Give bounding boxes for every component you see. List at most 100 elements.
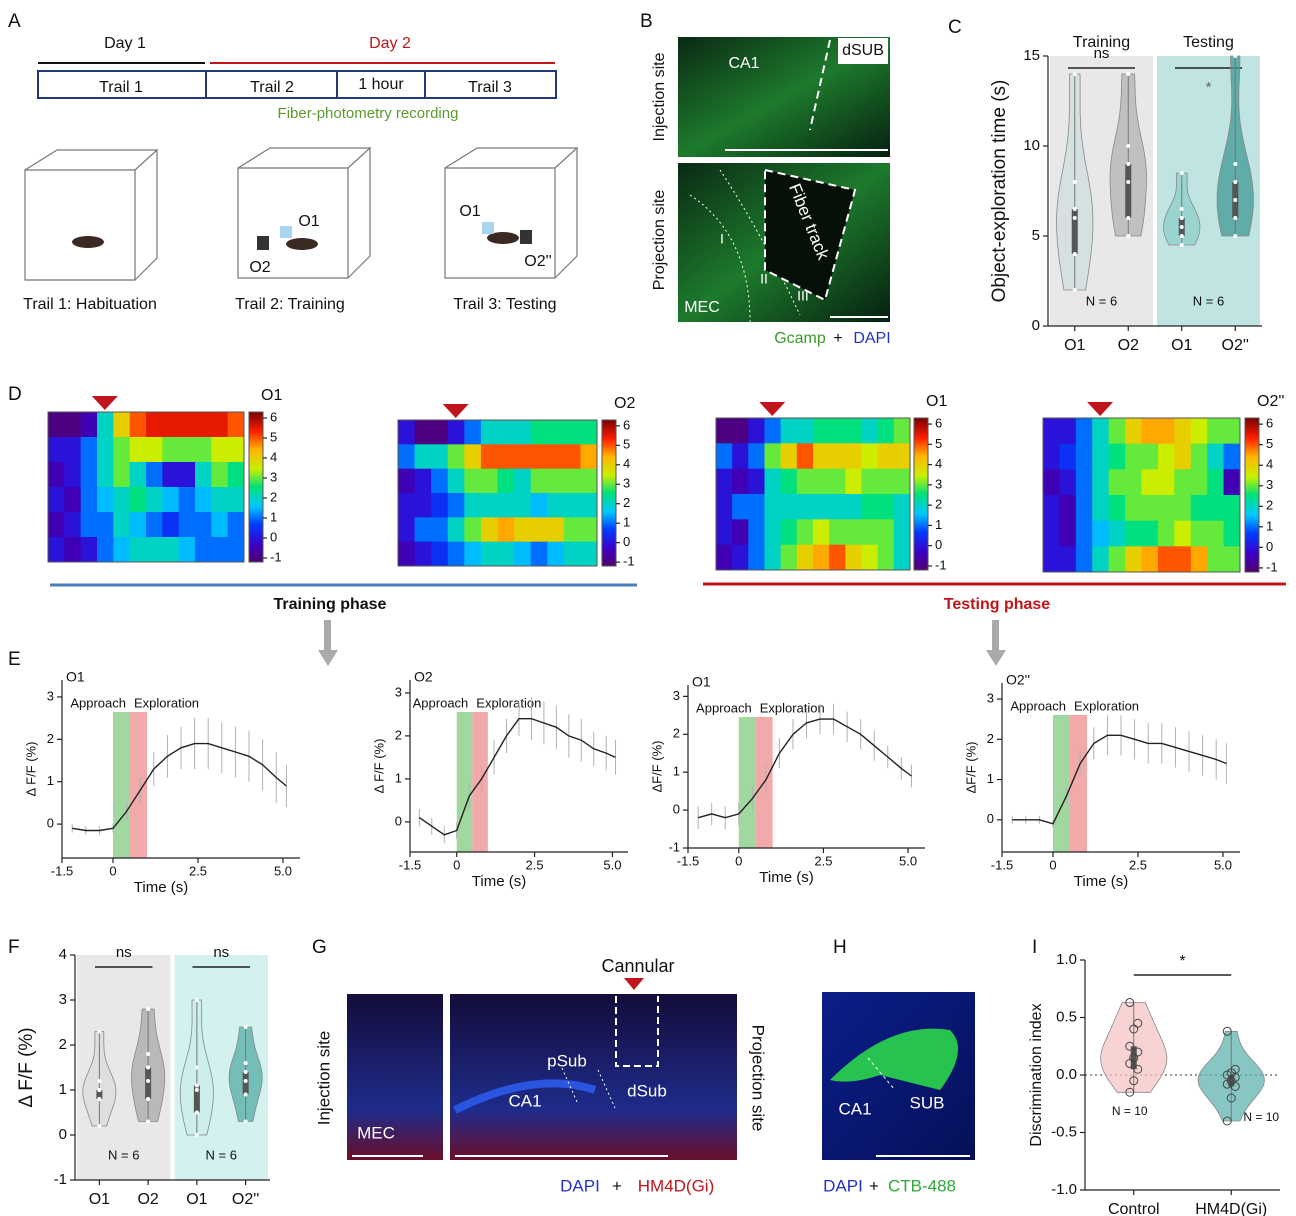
colorbar-tick-label: 0	[270, 529, 277, 544]
phase-band	[1053, 715, 1070, 852]
y-tick-label: 1	[673, 764, 680, 779]
heat-cell	[514, 541, 532, 567]
heat-cell	[178, 487, 196, 513]
heat-cell	[813, 519, 830, 546]
heat-cell	[764, 494, 782, 520]
x-tick-label: -1.5	[677, 853, 699, 868]
data-point	[1179, 243, 1184, 247]
y-tick-label: 2	[987, 731, 994, 746]
panel-label: I	[1032, 937, 1037, 958]
data-point	[1126, 144, 1131, 148]
y-tick-label: 2	[673, 726, 680, 741]
y-tick-label: 0	[1032, 317, 1040, 334]
quartile-box	[1125, 164, 1132, 218]
heat-cell	[497, 517, 515, 543]
heat-cell	[580, 468, 598, 494]
heat-cell	[398, 420, 416, 445]
heat-cell	[464, 517, 482, 543]
heat-cell	[580, 493, 598, 518]
phase-band	[738, 717, 756, 848]
heat-cell	[1207, 469, 1225, 496]
heat-cell	[514, 493, 532, 518]
heat-cell	[80, 512, 98, 538]
phase-label: Testing phase	[944, 596, 1050, 613]
heat-cell	[893, 544, 911, 571]
heat-cell	[113, 437, 131, 463]
heat-cell	[813, 418, 830, 444]
heat-cell	[64, 437, 82, 463]
colorbar	[913, 417, 929, 571]
data-point	[1233, 198, 1238, 202]
heat-cell	[1141, 495, 1159, 522]
caption: Trail 3: Testing	[453, 296, 556, 313]
site-label: Injection site	[651, 52, 668, 141]
n-label: N = 10	[1243, 1110, 1279, 1124]
x-tick-label: 2.5	[189, 863, 207, 878]
n-label: N = 6	[1086, 293, 1117, 308]
object-label: O2	[249, 259, 270, 276]
colorbar-tick-label: 0	[935, 537, 942, 552]
heat-cell	[447, 468, 465, 494]
heat-cell	[716, 519, 733, 546]
heat-cell	[1174, 546, 1192, 573]
heat-cell	[829, 443, 846, 470]
region-label: MEC	[684, 299, 720, 316]
n-label: N = 6	[206, 1147, 237, 1162]
heat-cell	[547, 444, 565, 470]
heat-cell	[764, 544, 782, 571]
heat-cell	[530, 541, 548, 567]
heat-cell	[414, 468, 432, 494]
colorbar-tick-label: 1	[623, 515, 630, 530]
x-tick-label: 0	[735, 853, 742, 868]
heat-cell	[813, 494, 830, 520]
y-tick-label: 2	[59, 1036, 67, 1053]
heat-cell	[398, 541, 416, 567]
heat-cell	[211, 437, 229, 463]
data-point	[97, 1124, 102, 1128]
y-tick-label: 3	[59, 991, 67, 1008]
heat-cell	[1059, 546, 1077, 573]
heat-cell	[530, 444, 548, 470]
marker	[91, 396, 118, 410]
frame	[397, 419, 598, 567]
colorbar-tick-label: 6	[270, 409, 277, 424]
colorbar-tick-label: 2	[270, 489, 277, 504]
heat-cell	[796, 544, 814, 571]
data-point	[1072, 288, 1077, 292]
heat-cell	[1043, 469, 1060, 496]
data-point	[1233, 216, 1238, 220]
heat-cell	[211, 512, 229, 538]
y-tick-label: 10	[1023, 137, 1040, 154]
n-label: N = 6	[1193, 293, 1224, 308]
heat-cell	[1125, 546, 1142, 573]
heat-cell	[1092, 520, 1110, 547]
colorbar-tick-label: 3	[270, 469, 277, 484]
heat-cell	[861, 418, 879, 444]
heat-cell	[146, 512, 163, 538]
heat-cell	[195, 412, 212, 438]
heat-cell	[178, 412, 196, 438]
heat-cell	[1190, 418, 1208, 445]
heat-cell	[414, 493, 432, 518]
phase-band	[1070, 715, 1087, 852]
data-point	[1072, 72, 1077, 76]
heat-cell	[480, 420, 498, 445]
heat-cell	[1223, 469, 1241, 496]
heat-cell	[64, 512, 82, 538]
heat-cell	[845, 519, 862, 546]
heat-cell	[845, 468, 862, 495]
heat-cell	[1108, 469, 1126, 496]
heat-cell	[580, 444, 598, 470]
cannula-label: Cannular	[601, 956, 674, 976]
y-axis-label: Object-exploration time (s)	[989, 80, 1010, 303]
heat-cell	[1174, 469, 1192, 496]
data-point	[1133, 1018, 1143, 1028]
heat-cell	[732, 544, 749, 571]
colorbar-tick-label: -1	[623, 554, 635, 569]
data-point	[1179, 216, 1184, 220]
colorbar-tick-label: 4	[623, 456, 630, 471]
heat-cell	[829, 519, 846, 546]
heat-cell	[547, 468, 565, 494]
x-tick-label: O2	[1118, 337, 1139, 354]
heat-cell	[780, 519, 798, 546]
